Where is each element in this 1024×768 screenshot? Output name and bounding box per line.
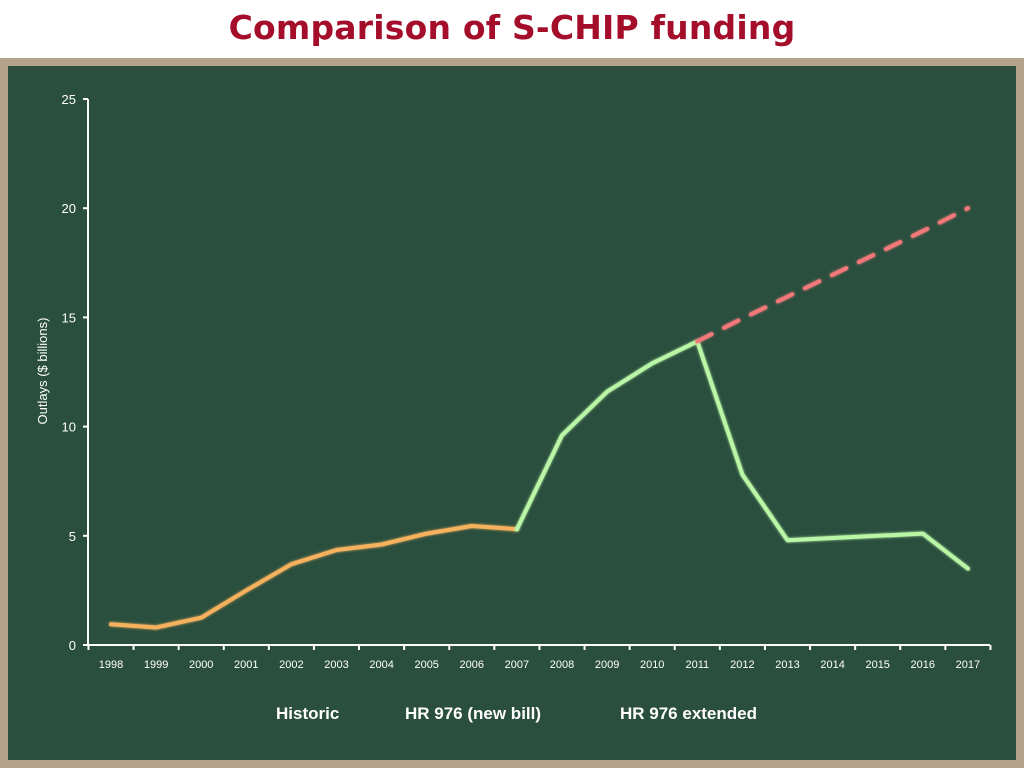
- x-tick-label: 2011: [685, 659, 709, 671]
- legend-item-2: HR 976 extended: [581, 704, 757, 723]
- x-tick-label: 2006: [460, 659, 484, 671]
- x-tick-label: 1999: [144, 659, 168, 671]
- legend-item-0: Historic: [237, 704, 339, 723]
- x-tick-label: 2000: [189, 659, 213, 671]
- y-tick-label: 20: [62, 201, 76, 216]
- legend: Historic HR 976 (new bill) HR 976 extended: [237, 704, 757, 723]
- axes: 0 5 10 15 20 25 1998 1999 2000 2001 2002 2003 2004 20…: [35, 92, 992, 671]
- x-tick-label: 2014: [820, 659, 844, 671]
- x-tick-label: 2001: [234, 659, 258, 671]
- legend-label: HR 976 (new bill): [405, 704, 541, 723]
- x-tick-label: 2008: [550, 659, 574, 671]
- x-tick-label: 2010: [640, 659, 664, 671]
- series-line-1: [514, 339, 970, 571]
- x-tick-label: 2004: [369, 659, 393, 671]
- x-tick-label: 2007: [505, 659, 529, 671]
- y-tick-label: 0: [69, 638, 76, 653]
- legend-item-1: HR 976 (new bill): [366, 704, 541, 723]
- x-tick-label: 2012: [730, 659, 754, 671]
- x-tick-label: 2003: [324, 659, 348, 671]
- x-tick-label: 2009: [595, 659, 619, 671]
- y-tick-label: 5: [69, 529, 76, 544]
- x-tick-label: 2017: [956, 659, 980, 671]
- x-tick-label: 1998: [99, 659, 123, 671]
- series-line-0: [109, 524, 519, 630]
- x-tick-label: 2013: [775, 659, 799, 671]
- x-tick-label: 2016: [911, 659, 935, 671]
- page-title: Comparison of S-CHIP funding: [228, 8, 796, 47]
- y-tick-label: 15: [62, 310, 76, 325]
- y-tick-label: 25: [62, 92, 76, 107]
- x-tick-label: 2002: [279, 659, 303, 671]
- y-axis-label: Outlays ($ billions): [35, 318, 50, 425]
- x-tick-label: 2015: [865, 659, 889, 671]
- series-layer: [109, 206, 970, 630]
- y-tick-label: 10: [62, 420, 76, 435]
- legend-label: HR 976 extended: [620, 704, 757, 723]
- legend-label: Historic: [276, 704, 339, 723]
- x-tick-label: 2005: [414, 659, 438, 671]
